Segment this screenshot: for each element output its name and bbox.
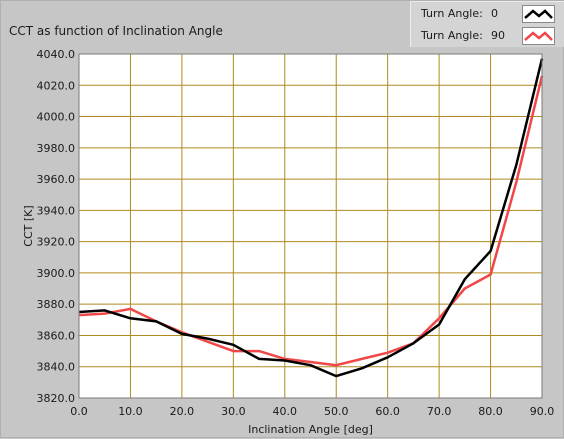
chart-title: CCT as function of Inclination Angle (9, 24, 223, 38)
y-tick-label: 3840.0 (37, 361, 76, 374)
x-axis-label: Inclination Angle [deg] (248, 423, 373, 436)
y-tick-label: 3860.0 (37, 329, 76, 342)
series-lines (78, 58, 544, 378)
legend-label: Turn Angle: (421, 29, 483, 42)
plot-border (78, 53, 543, 399)
legend-label: Turn Angle: (421, 7, 483, 20)
y-tick-label: 3960.0 (37, 173, 76, 186)
x-tick-label: 30.0 (221, 405, 246, 418)
y-tick-labels: 3820.0 3840.0 3860.0 3880.0 3900.0 3920.0 3940… (37, 48, 76, 405)
x-tick-label: 40.0 (273, 405, 298, 418)
x-tick-label: 60.0 (375, 405, 400, 418)
y-axis-label: CCT [K] (22, 205, 35, 246)
plot-area (79, 54, 542, 398)
x-tick-label: 50.0 (324, 405, 349, 418)
x-tick-label: 0.0 (70, 405, 88, 418)
legend-item-series-1[interactable]: Turn Angle: 0 (411, 3, 564, 25)
legend-item-series-2[interactable]: Turn Angle: 90 (411, 25, 564, 47)
x-tick-label: 90.0 (530, 405, 555, 418)
legend-swatch-icon (522, 27, 555, 45)
x-tick-label: 80.0 (478, 405, 503, 418)
y-tick-label: 3820.0 (37, 392, 76, 405)
y-tick-label: 3940.0 (37, 204, 76, 217)
series-line-1 (78, 58, 544, 378)
x-tick-labels: 0.0 10.0 20.0 30.0 40.0 50.0 60.0 70.0 80.0 90.0 (70, 405, 554, 418)
legend-swatch-icon (522, 5, 555, 23)
y-tick-label: 4040.0 (37, 48, 76, 61)
x-tick-label: 20.0 (170, 405, 195, 418)
legend-value: 0 (491, 7, 498, 20)
legend: Turn Angle: 0 Turn Angle: 90 (410, 1, 564, 47)
y-tick-label: 4020.0 (37, 79, 76, 92)
y-tick-label: 3880.0 (37, 298, 76, 311)
y-tick-label: 3920.0 (37, 236, 76, 249)
x-tick-label: 10.0 (118, 405, 143, 418)
y-tick-label: 3900.0 (37, 267, 76, 280)
y-tick-label: 3980.0 (37, 142, 76, 155)
y-tick-label: 4000.0 (37, 111, 76, 124)
legend-value: 90 (491, 29, 505, 42)
x-tick-label: 70.0 (427, 405, 452, 418)
